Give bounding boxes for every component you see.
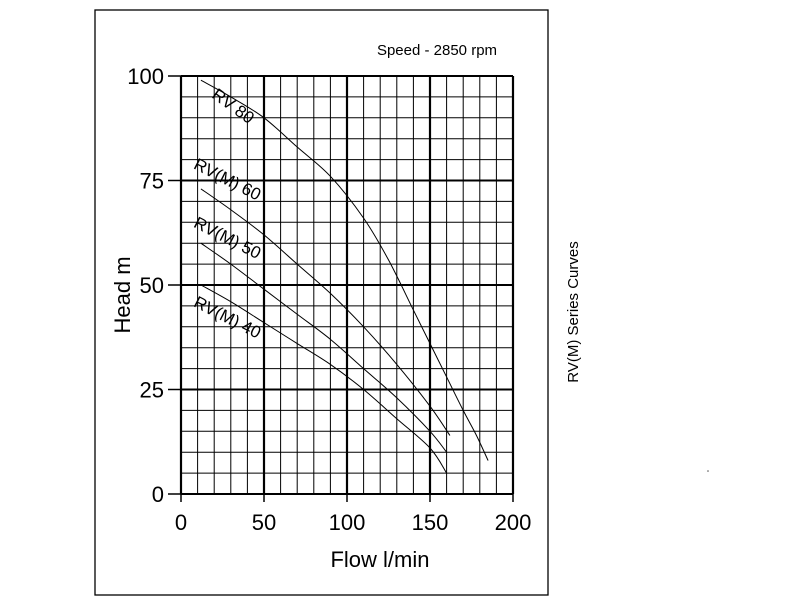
y-tick-label: 50 [140,273,164,298]
curve-rv-80 [200,79,489,461]
y-axis-label: Head m [110,256,135,333]
curve-rv-m-40 [200,284,448,474]
chart-frame [94,9,549,596]
y-tick-label: 75 [140,169,164,194]
y-tick-label: 100 [127,64,164,89]
series-label-rv-80: RV 80 [209,85,258,128]
curve-rv-m-60 [200,188,451,436]
speed-annotation: Speed - 2850 rpm [377,42,497,59]
x-tick-label: 150 [412,510,449,535]
x-tick-label: 200 [495,510,532,535]
y-tick-label: 0 [152,482,164,507]
grid [179,75,515,495]
x-tick-label: 100 [329,510,366,535]
y-tick-label: 25 [140,378,164,403]
curves [200,79,489,474]
tick-marks: 0 25 50 75 100 0 50 100 150 200 [127,64,531,535]
side-title: RV(M) Series Curves [565,241,582,382]
x-tick-label: 50 [252,510,276,535]
curve-rv-m-50 [200,242,447,453]
series-label-rv-m-50: RV(M) 50 [191,213,264,263]
x-axis-label: Flow l/min [330,547,429,572]
stray-dot [707,470,709,472]
x-tick-label: 0 [175,510,187,535]
